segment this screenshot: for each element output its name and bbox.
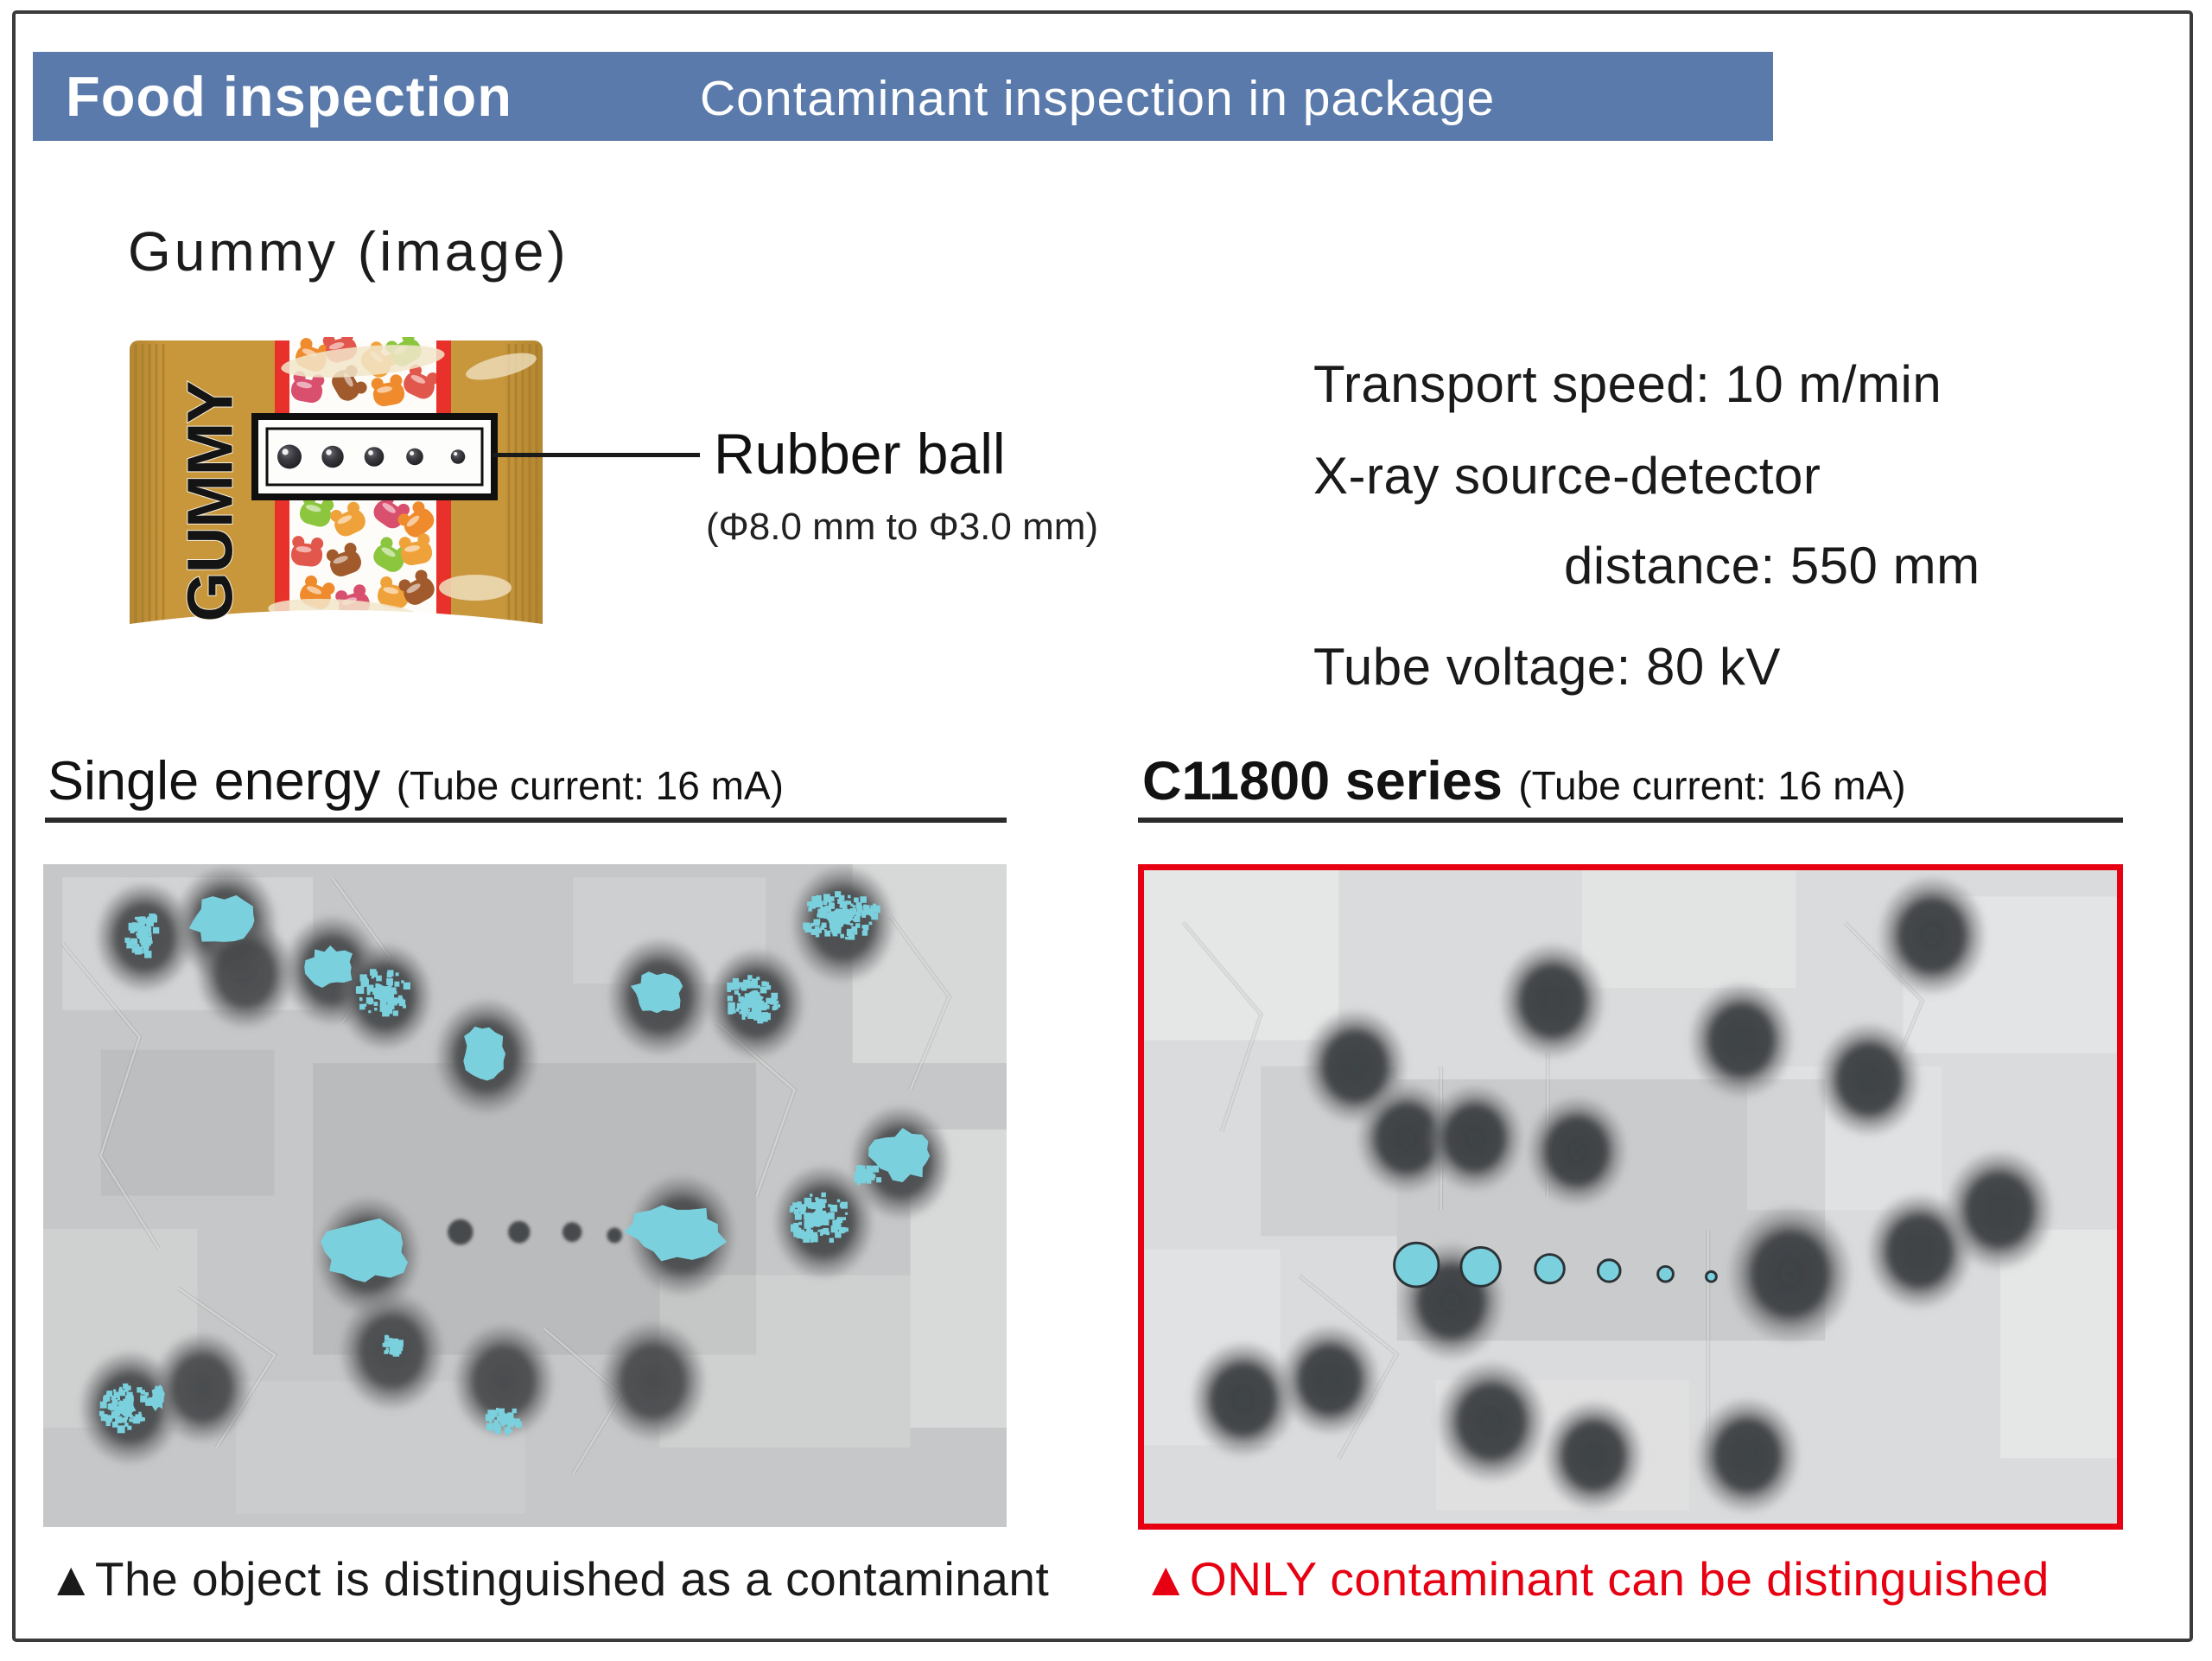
contaminant-speckle	[355, 969, 410, 1017]
bag-glare-top	[281, 345, 445, 378]
detected-rubber-ball-dot	[1393, 1241, 1440, 1289]
gummy-blob	[1815, 1021, 1923, 1138]
gummy-blobs	[1189, 874, 2055, 1516]
contaminant-speckle	[789, 1192, 849, 1243]
contaminant-highlight	[624, 1205, 728, 1262]
contaminant-highlight	[868, 1128, 931, 1183]
condition-tube-voltage: Tube voltage: 80 kV	[1313, 638, 1781, 696]
contaminant-highlight	[463, 1026, 506, 1081]
rubber-ball-shadow	[508, 1220, 531, 1244]
detected-rubber-ball-dot	[1459, 1245, 1502, 1288]
condition-distance: distance: 550 mm	[1564, 537, 1980, 595]
rubber-ball-shadow	[448, 1219, 474, 1245]
contaminant-highlight	[151, 1384, 165, 1411]
gummy-blob	[1189, 1340, 1298, 1460]
bag-bottom-curve	[130, 610, 543, 640]
contaminant-speckle	[99, 1383, 154, 1434]
condition-source-detector: X-ray source-detector	[1313, 447, 1821, 505]
detected-rubber-ball-dot	[1534, 1253, 1566, 1285]
detected-rubber-ball-dot	[1596, 1258, 1622, 1283]
contaminant-highlight	[188, 894, 255, 942]
bag-label-text: GUMMY	[175, 376, 246, 622]
gummy-blob	[152, 1331, 252, 1445]
gummy-blob	[1876, 874, 1988, 997]
header-bar: Food inspection Contaminant inspection i…	[33, 52, 1773, 141]
detected-rubber-balls	[1393, 1241, 1718, 1289]
contaminant-highlight	[630, 971, 683, 1014]
rubber-ball-size: (Φ8.0 mm to Φ3.0 mm)	[706, 506, 1099, 548]
gummy-blob	[195, 917, 296, 1030]
gummy-package-illustration: GUMMY	[130, 329, 543, 640]
rubber-ball-shadow	[607, 1227, 622, 1244]
contaminant-speckle	[854, 1165, 882, 1186]
callout-line	[493, 453, 700, 457]
rubber-ball-shadow	[562, 1222, 582, 1243]
contaminant-speckle	[803, 891, 880, 940]
gummy-blob	[599, 1320, 708, 1443]
gummy-blob	[452, 1322, 556, 1440]
gummy-blob	[1525, 1094, 1629, 1208]
contaminant-highlight	[321, 1218, 409, 1282]
contaminant-speckle	[727, 975, 781, 1024]
page-subtitle: Contaminant inspection in package	[700, 71, 1496, 126]
contaminant-speckle	[485, 1408, 522, 1436]
bag-crimp-ridges	[134, 344, 538, 633]
detected-rubber-ball-dot	[1705, 1270, 1718, 1283]
rubber-ball-label: Rubber ball	[714, 422, 1006, 486]
detected-rubber-ball-dot	[1656, 1264, 1675, 1283]
inspection-window-inner-frame	[265, 427, 484, 487]
xray-image-single-energy	[43, 864, 1007, 1527]
sample-image-title: Gummy (image)	[128, 220, 569, 283]
gummy-package-art: GUMMY	[130, 329, 543, 640]
gummy-blob	[1726, 1203, 1854, 1346]
rubber-ball-dot	[277, 444, 302, 469]
heading-c11800-title: C11800 series	[1142, 751, 1503, 811]
heading-single-energy-subtitle: (Tube current: 16 mA)	[396, 763, 784, 808]
gummy-blob	[1943, 1149, 2055, 1272]
xray-image-c11800	[1138, 864, 2123, 1530]
contaminant-highlights	[99, 891, 931, 1436]
condition-transport-speed: Transport speed: 10 m/min	[1313, 355, 1942, 413]
heading-rule-right	[1138, 818, 2123, 823]
contaminant-speckle	[124, 913, 160, 958]
rubber-ball-dot	[364, 447, 385, 467]
gummy-blob	[1541, 1398, 1645, 1512]
heading-c11800-series: C11800 series (Tube current: 16 mA)	[1142, 750, 1906, 812]
gummy-blob	[1688, 980, 1796, 1100]
gummy-blob	[1434, 1359, 1548, 1485]
gummy-blob	[1355, 1081, 1459, 1195]
caption-c11800: ▲ONLY contaminant can be distinguished	[1142, 1552, 2050, 1606]
rubber-ball-dot	[450, 449, 466, 464]
contaminant-highlight	[304, 945, 353, 989]
gummy-blob	[1425, 1083, 1525, 1193]
rubber-ball-row	[448, 1219, 622, 1245]
gummy-blob	[1498, 941, 1607, 1061]
heading-c11800-subtitle: (Tube current: 16 mA)	[1518, 763, 1906, 808]
heading-single-energy-title: Single energy	[48, 751, 381, 811]
page-title: Food inspection	[66, 65, 512, 128]
caption-single-energy: ▲The object is distinguished as a contam…	[48, 1552, 1050, 1606]
heading-single-energy: Single energy (Tube current: 16 mA)	[48, 750, 784, 812]
heading-rule-left	[45, 818, 1007, 823]
xray-c11800-art	[1144, 870, 2117, 1524]
rubber-ball-dot	[406, 448, 423, 466]
gummy-blob	[1693, 1396, 1802, 1516]
gummy-blob	[1278, 1323, 1382, 1437]
xray-single-energy-art	[43, 864, 1007, 1527]
contaminant-speckle	[382, 1334, 404, 1357]
rubber-ball-dot	[321, 445, 344, 468]
